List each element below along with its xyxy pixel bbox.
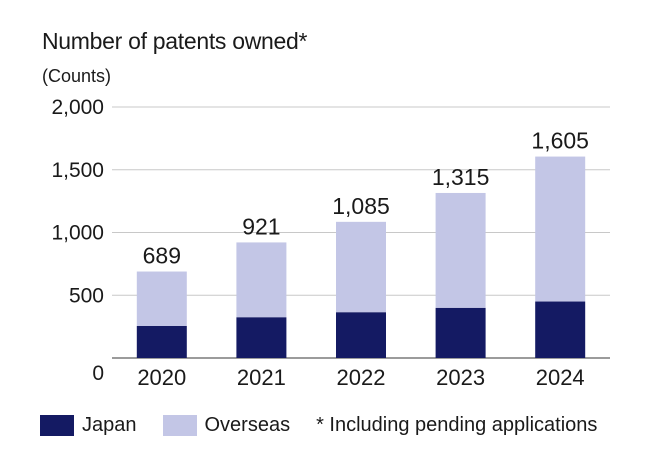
bar-japan-2022 bbox=[336, 312, 386, 358]
y-tick-label: 1,500 bbox=[51, 159, 104, 182]
bar-overseas-2023 bbox=[435, 192, 486, 308]
legend-item-overseas: Overseas bbox=[162, 413, 291, 437]
bar-overseas-2024 bbox=[535, 156, 586, 302]
legend: Japan Overseas * Including pending appli… bbox=[40, 411, 597, 439]
bar-overseas-2021 bbox=[236, 242, 287, 318]
unit-label: (Counts) bbox=[42, 66, 112, 86]
bar-japan-2024 bbox=[535, 301, 586, 358]
total-label-2020: 689 bbox=[143, 243, 181, 269]
bars bbox=[136, 156, 586, 358]
x-tick-label-2020: 2020 bbox=[137, 365, 186, 390]
total-labels: 689 921 1,085 1,315 1,605 bbox=[143, 128, 589, 269]
legend-swatch-japan bbox=[40, 414, 74, 436]
legend-swatch-overseas bbox=[162, 414, 197, 436]
bar-japan-2023 bbox=[435, 307, 486, 358]
bar-japan-2021 bbox=[236, 317, 287, 358]
footnote: * Including pending applications bbox=[316, 413, 598, 436]
x-axis-ticks: 2020 2021 2022 2023 2024 bbox=[137, 365, 584, 390]
legend-label-overseas: Overseas bbox=[204, 413, 291, 436]
y-tick-label: 1,000 bbox=[51, 222, 104, 245]
x-tick-label-2024: 2024 bbox=[536, 365, 585, 390]
total-label-2024: 1,605 bbox=[531, 128, 589, 154]
y-tick-label: 2,000 bbox=[51, 96, 104, 119]
x-tick-label-2023: 2023 bbox=[436, 365, 485, 390]
y-tick-label: 0 bbox=[92, 362, 104, 385]
chart-title: Number of patents owned* bbox=[42, 28, 308, 54]
x-tick-label-2022: 2022 bbox=[337, 365, 386, 390]
total-label-2023: 1,315 bbox=[432, 164, 490, 190]
bar-japan-2020 bbox=[136, 325, 187, 358]
total-label-2022: 1,085 bbox=[332, 193, 390, 219]
bar-overseas-2020 bbox=[136, 271, 187, 326]
y-tick-label: 500 bbox=[69, 284, 104, 307]
legend-item-japan: Japan bbox=[40, 414, 137, 437]
y-axis-ticks: 0 500 1,000 1,500 2,000 bbox=[51, 96, 104, 385]
bar-overseas-2022 bbox=[336, 221, 386, 313]
legend-label-japan: Japan bbox=[82, 413, 137, 436]
x-tick-label-2021: 2021 bbox=[237, 365, 286, 390]
total-label-2021: 921 bbox=[242, 213, 280, 239]
